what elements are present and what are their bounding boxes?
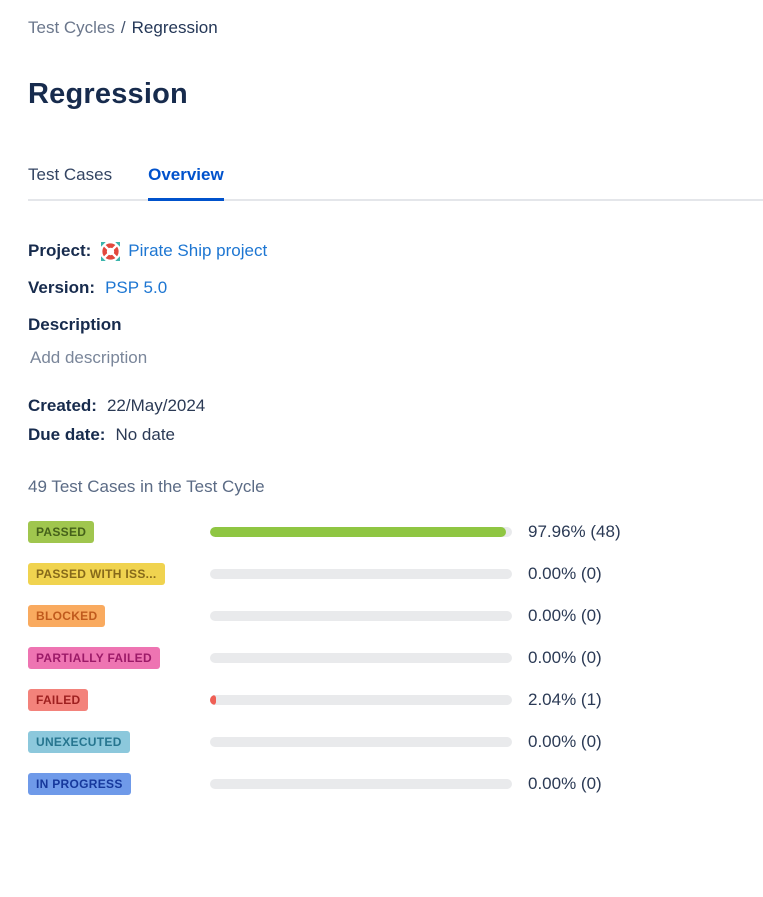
status-badge: UNEXECUTED xyxy=(28,731,130,753)
breadcrumb-current: Regression xyxy=(131,18,218,37)
life-buoy-icon xyxy=(101,241,121,261)
version-label: Version: xyxy=(28,278,96,297)
status-badge: PARTIALLY FAILED xyxy=(28,647,160,669)
status-row: UNEXECUTED 0.00% (0) xyxy=(28,721,763,763)
created-label: Created: xyxy=(28,396,97,415)
breadcrumb: Test Cycles / Regression xyxy=(28,18,763,38)
status-row: PASSED WITH ISS... 0.00% (0) xyxy=(28,553,763,595)
status-row: PARTIALLY FAILED 0.00% (0) xyxy=(28,637,763,679)
page: Test Cycles / Regression Regression Test C… xyxy=(28,18,763,805)
progress-fill xyxy=(210,695,217,705)
status-badge-column: UNEXECUTED xyxy=(28,731,210,753)
status-value: 0.00% (0) xyxy=(528,648,602,667)
status-badge: IN PROGRESS xyxy=(28,773,131,795)
status-badge: PASSED WITH ISS... xyxy=(28,563,165,585)
description-label: Description xyxy=(28,315,122,334)
status-badge-column: PASSED xyxy=(28,521,210,543)
status-value: 0.00% (0) xyxy=(528,732,602,751)
status-badge: FAILED xyxy=(28,689,89,711)
page-title: Regression xyxy=(28,78,188,110)
project-link[interactable]: Pirate Ship project xyxy=(128,241,268,260)
status-value: 0.00% (0) xyxy=(528,606,602,625)
status-value: 0.00% (0) xyxy=(528,774,602,793)
version-row: Version: PSP 5.0 xyxy=(28,278,763,298)
breadcrumb-separator: / xyxy=(120,18,126,37)
version-link[interactable]: PSP 5.0 xyxy=(105,278,168,297)
project-row: Project: Pirate Ship project xyxy=(28,241,763,261)
breadcrumb-test-cycles-link[interactable]: Test Cycles xyxy=(28,18,115,37)
progress-track xyxy=(210,527,512,537)
progress-track xyxy=(210,695,512,705)
status-value: 2.04% (1) xyxy=(528,690,602,709)
progress-track xyxy=(210,569,512,579)
status-badge-column: FAILED xyxy=(28,689,210,711)
status-value: 0.00% (0) xyxy=(528,564,602,583)
progress-track xyxy=(210,653,512,663)
created-value: 22/May/2024 xyxy=(106,396,206,415)
progress-track xyxy=(210,779,512,789)
tab-bar: Test Cases Overview xyxy=(28,165,763,201)
status-badge-column: PARTIALLY FAILED xyxy=(28,647,210,669)
status-badge: BLOCKED xyxy=(28,605,106,627)
created-row: Created: 22/May/2024 xyxy=(28,396,763,416)
status-badge-column: BLOCKED xyxy=(28,605,210,627)
status-list: PASSED 97.96% (48) PASSED WITH ISS... 0.… xyxy=(28,511,763,805)
progress-track xyxy=(210,611,512,621)
summary-heading: 49 Test Cases in the Test Cycle xyxy=(28,477,265,496)
due-date-value: No date xyxy=(115,425,176,444)
progress-track xyxy=(210,737,512,747)
tab-overview[interactable]: Overview xyxy=(148,165,224,201)
progress-fill xyxy=(210,527,506,537)
due-date-label: Due date: xyxy=(28,425,106,444)
status-row: FAILED 2.04% (1) xyxy=(28,679,763,721)
status-row: IN PROGRESS 0.00% (0) xyxy=(28,763,763,805)
status-row: PASSED 97.96% (48) xyxy=(28,511,763,553)
tab-test-cases[interactable]: Test Cases xyxy=(28,165,113,184)
status-badge-column: PASSED WITH ISS... xyxy=(28,563,210,585)
dates-block: Created: 22/May/2024 Due date: No date xyxy=(28,396,763,445)
status-badge: PASSED xyxy=(28,521,95,543)
status-value: 97.96% (48) xyxy=(528,522,621,541)
status-badge-column: IN PROGRESS xyxy=(28,773,210,795)
details-section: Project: Pirate Ship project Version: PS… xyxy=(28,241,763,445)
status-row: BLOCKED 0.00% (0) xyxy=(28,595,763,637)
project-label: Project: xyxy=(28,241,92,260)
due-date-row: Due date: No date xyxy=(28,425,763,445)
description-placeholder[interactable]: Add description xyxy=(30,348,148,367)
